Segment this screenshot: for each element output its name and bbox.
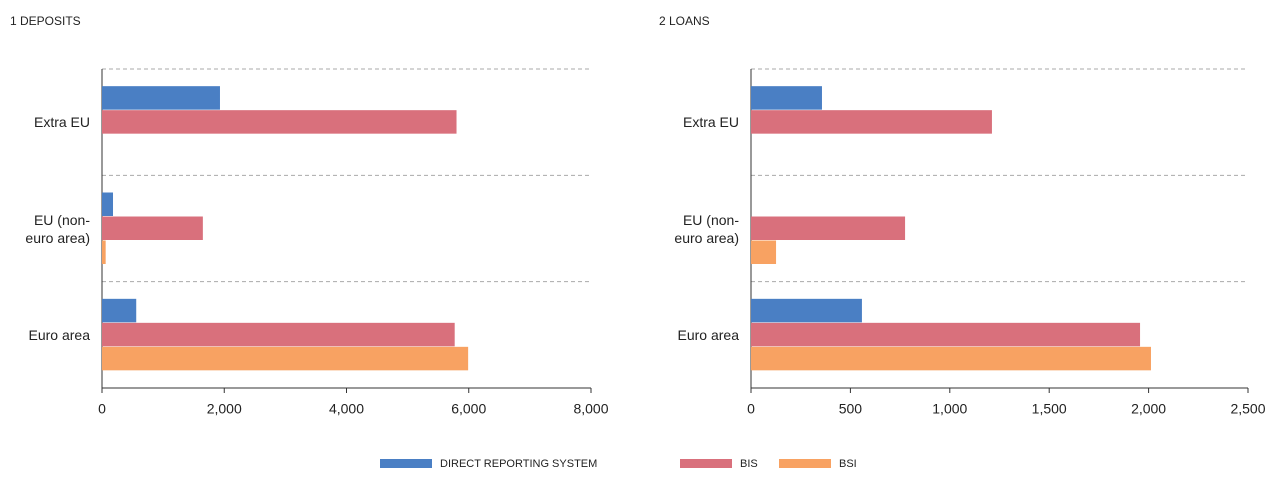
- category-label: Extra EU: [33, 114, 90, 131]
- legend-swatch: [680, 459, 732, 468]
- bar: [102, 86, 220, 110]
- x-tick-label: 6,000: [451, 401, 486, 417]
- bar: [751, 110, 992, 134]
- bar: [751, 216, 906, 240]
- bar: [102, 346, 469, 371]
- x-tick-label: 0: [98, 401, 106, 417]
- x-tick-label: 2,000: [207, 401, 242, 417]
- bar: [751, 240, 777, 264]
- x-tick-label: 500: [839, 401, 863, 417]
- bar: [102, 322, 455, 347]
- legend-swatch: [380, 459, 432, 468]
- category-label: Euro area: [677, 326, 739, 343]
- x-tick-label: 0: [747, 401, 755, 417]
- bar: [102, 192, 114, 216]
- bar: [751, 322, 1141, 347]
- x-tick-label: 2,000: [1131, 401, 1166, 417]
- legend-label: DIRECT REPORTING SYSTEM: [440, 458, 597, 470]
- category-label: Extra EU: [682, 114, 739, 131]
- legend-swatch: [779, 459, 831, 468]
- x-tick-label: 1,500: [1032, 401, 1067, 417]
- x-tick-label: 8,000: [573, 401, 608, 417]
- bar: [102, 298, 137, 323]
- category-label: EU (non-euro area): [25, 211, 90, 246]
- chart-title: 1 DEPOSITS: [10, 14, 81, 28]
- chart-title: 2 LOANS: [659, 14, 710, 28]
- bar: [751, 86, 822, 110]
- bar: [751, 298, 862, 323]
- legend-label: BSI: [839, 458, 857, 470]
- bar: [102, 240, 106, 264]
- x-tick-label: 4,000: [329, 401, 364, 417]
- bar: [751, 346, 1151, 371]
- bar: [102, 110, 457, 134]
- x-tick-label: 2,500: [1230, 401, 1265, 417]
- bar: [102, 216, 203, 240]
- x-tick-label: 1,000: [932, 401, 967, 417]
- category-label: Euro area: [28, 326, 90, 343]
- category-label: EU (non-euro area): [674, 211, 739, 246]
- legend-label: BIS: [740, 458, 758, 470]
